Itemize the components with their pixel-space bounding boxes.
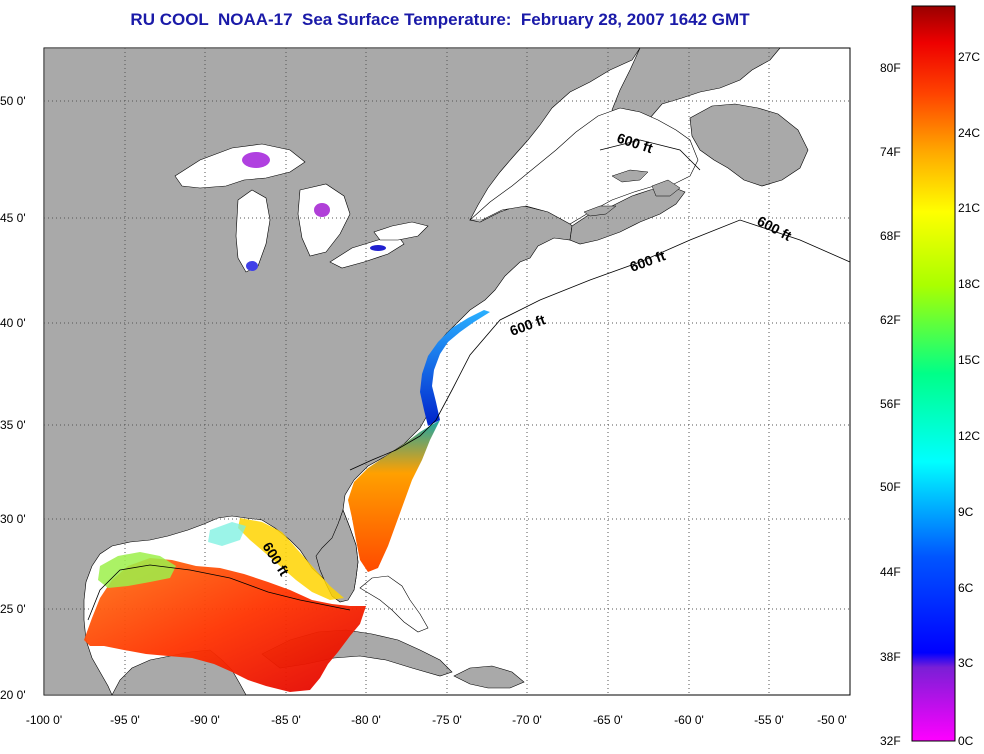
colorbar-c-label: 15C [958,353,980,367]
sst-louisiana-cool [208,522,246,546]
lon-label: -60 0' [674,713,704,727]
gulf-st-lawrence [469,107,699,225]
sst-mid-atlantic-shelf [420,310,490,426]
colorbar-c-labels: 27C 24C 21C 18C 15C 12C 9C 6C 3C 0C [958,50,980,748]
colorbar-c-label: 0C [958,734,974,748]
colorbar-c-label: 18C [958,277,980,291]
longitude-labels: -100 0' -95 0' -90 0' -85 0' -80 0' -75 … [26,713,847,727]
latitude-labels: 50 0' 45 0' 40 0' 35 0' 30 0' 25 0' 20 0… [0,94,26,702]
lake-huron [297,183,351,257]
lon-label: -80 0' [351,713,381,727]
lon-label: -55 0' [754,713,784,727]
colorbar-c-label: 6C [958,581,974,595]
colorbar-f-label: 38F [880,650,901,664]
colorbar-f-label: 62F [880,313,901,327]
sst-lake-superior [242,152,270,168]
lat-label: 45 0' [0,211,26,225]
sst-gulf-stream [348,420,440,572]
bahamas-islands [359,575,429,633]
lat-label: 35 0' [0,418,26,432]
sst-lake-michigan [246,261,258,271]
sst-overlay [84,152,490,692]
lake-ontario [373,221,429,241]
lat-label: 30 0' [0,512,26,526]
lat-label: 20 0' [0,688,26,702]
sst-gulf-of-mexico [84,558,366,692]
colorbar-f-label: 74F [880,145,901,159]
cape-breton [651,179,681,197]
colorbar-c-label: 27C [958,50,980,64]
lon-label: -50 0' [817,713,847,727]
lat-label: 40 0' [0,316,26,330]
lon-label: -75 0' [432,713,462,727]
lake-michigan [235,189,271,273]
lon-label: -100 0' [26,713,62,727]
colorbar-c-label: 3C [958,656,974,670]
lon-label: -65 0' [593,713,623,727]
colorbar-f-label: 50F [880,480,901,494]
colorbar-c-label: 9C [958,505,974,519]
lake-erie [329,235,405,269]
hispaniola [453,665,525,689]
lon-label: -90 0' [190,713,220,727]
colorbar [911,5,956,742]
lat-label: 50 0' [0,94,26,108]
land-newfoundland [689,103,809,187]
colorbar-f-label: 68F [880,229,901,243]
sst-lake-erie [370,245,386,251]
sst-texas-shelf [98,552,176,588]
map-title: RU COOL NOAA-17 Sea Surface Temperature:… [130,10,750,29]
sst-gulf-shelf [238,518,344,600]
colorbar-f-label: 32F [880,734,901,748]
land-nova-scotia [569,185,686,245]
anticosti-island [611,169,649,183]
colorbar-c-label: 21C [958,201,980,215]
lat-label: 25 0' [0,602,26,616]
lon-label: -95 0' [110,713,140,727]
sst-lake-huron [314,203,330,217]
colorbar-f-labels: 80F 74F 68F 62F 56F 50F 44F 38F 32F [880,61,901,748]
isobath-600ft [87,139,851,621]
colorbar-f-label: 56F [880,397,901,411]
lon-label: -85 0' [271,713,301,727]
lake-superior [174,143,306,189]
colorbar-c-label: 12C [958,429,980,443]
colorbar-c-label: 24C [958,126,980,140]
lon-label: -70 0' [512,713,542,727]
colorbar-f-label: 80F [880,61,901,75]
colorbar-f-label: 44F [880,565,901,579]
